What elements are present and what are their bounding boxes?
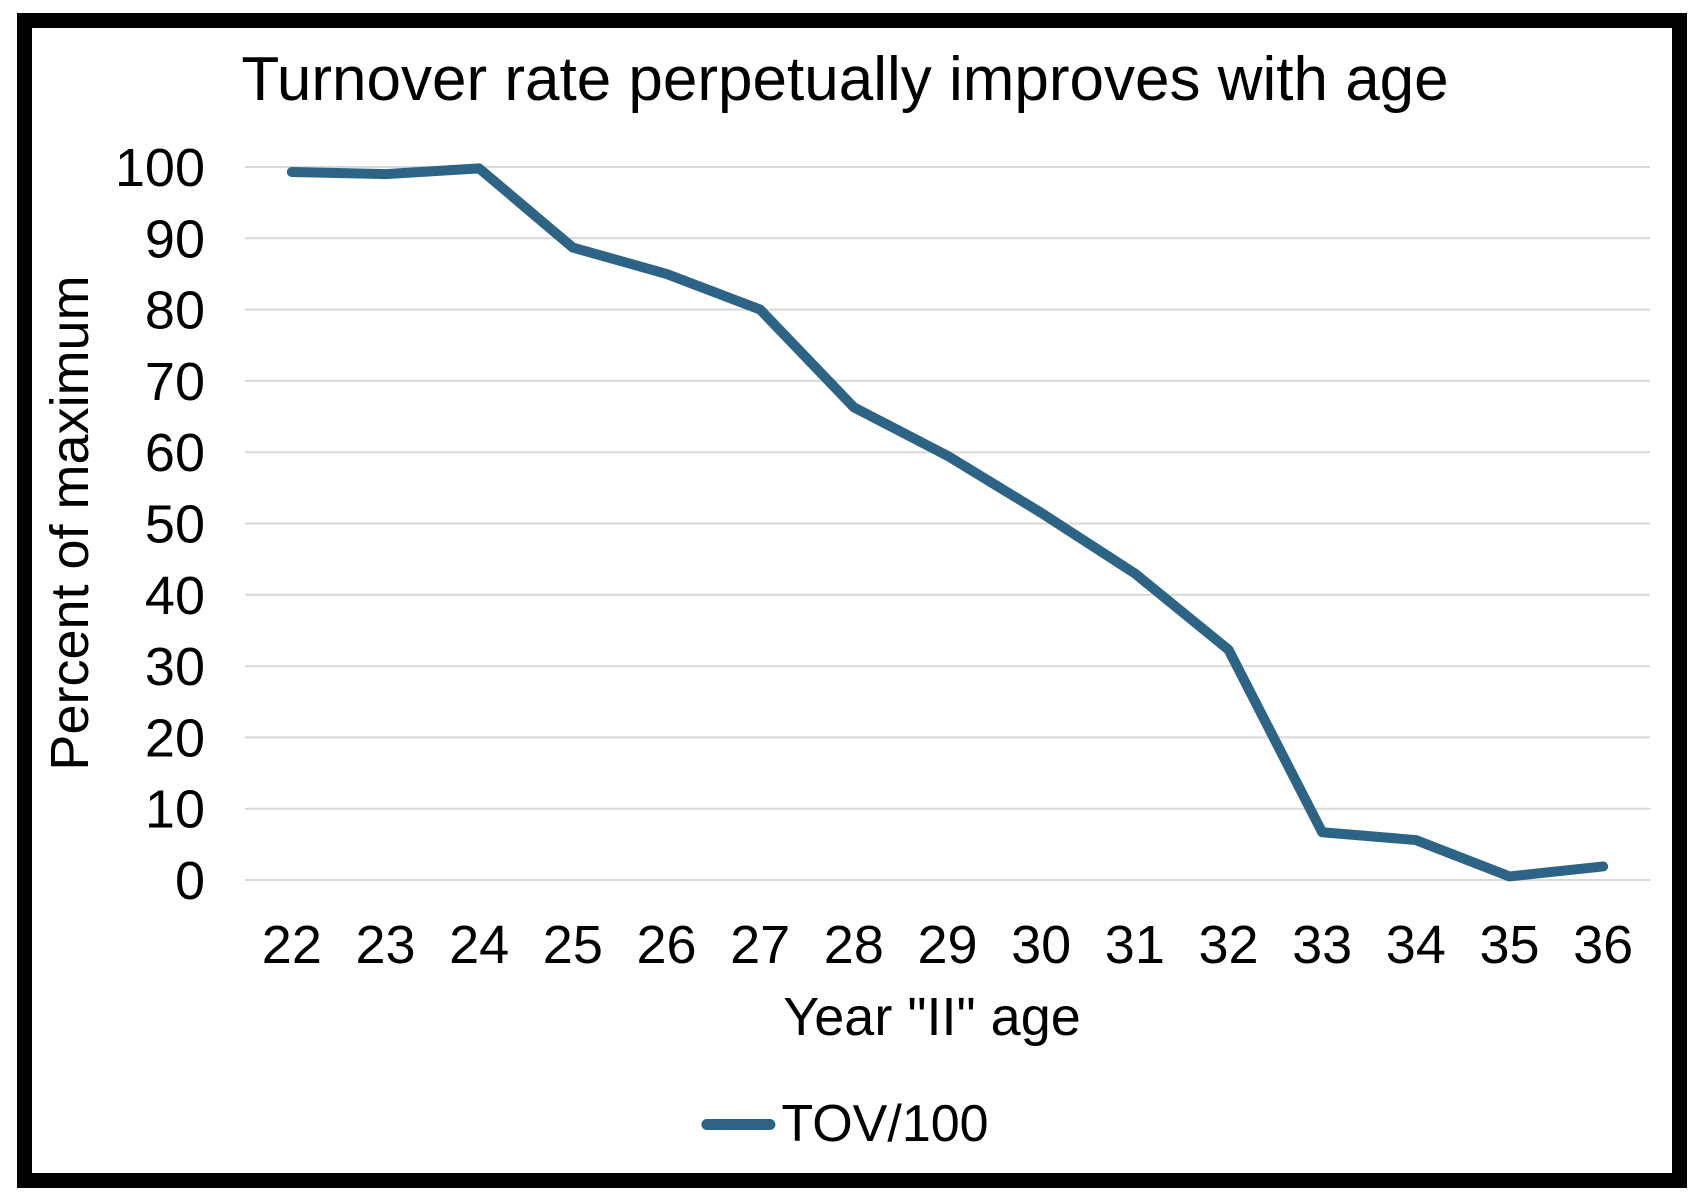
- y-tick-label: 100: [115, 138, 205, 198]
- x-tick-label: 23: [355, 915, 415, 975]
- x-tick-label: 26: [636, 915, 696, 975]
- y-tick-label: 10: [145, 780, 205, 840]
- chart-title: Turnover rate perpetually improves with …: [241, 45, 1449, 114]
- legend-line-swatch: [701, 1118, 776, 1130]
- x-tick-label: 32: [1198, 915, 1258, 975]
- x-tick-label: 27: [730, 915, 790, 975]
- legend: TOV/100: [701, 1094, 989, 1154]
- x-axis-title: Year "II" age: [783, 987, 1081, 1047]
- y-tick-label: 50: [145, 495, 205, 555]
- y-tick-label: 80: [145, 281, 205, 341]
- series-line-tov100: [286, 163, 1609, 882]
- x-tick-label: 22: [262, 915, 322, 975]
- x-tick-label: 36: [1573, 915, 1633, 975]
- y-tick-label: 40: [145, 566, 205, 626]
- x-tick-label: 35: [1479, 915, 1539, 975]
- y-tick-label: 20: [145, 708, 205, 768]
- y-tick-label: 60: [145, 423, 205, 483]
- x-tick-label: 34: [1386, 915, 1446, 975]
- y-tick-label: 30: [145, 637, 205, 697]
- x-tick-label: 33: [1292, 915, 1352, 975]
- y-tick-label: 0: [175, 851, 205, 911]
- x-tick-label: 29: [917, 915, 977, 975]
- x-tick-label: 28: [824, 915, 884, 975]
- x-tick-label: 31: [1105, 915, 1165, 975]
- x-tick-label: 24: [449, 915, 509, 975]
- x-tick-label: 25: [543, 915, 603, 975]
- x-tick-label: 30: [1011, 915, 1071, 975]
- y-tick-label: 70: [145, 352, 205, 412]
- legend-label: TOV/100: [781, 1095, 989, 1153]
- y-tick-label: 90: [145, 209, 205, 269]
